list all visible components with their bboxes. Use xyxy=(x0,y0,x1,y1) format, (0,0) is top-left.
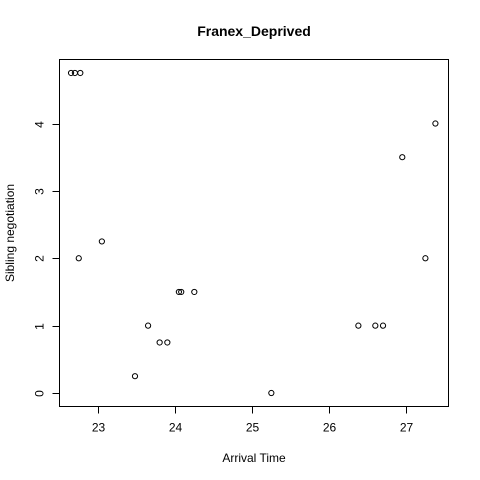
x-tick-label-26: 26 xyxy=(323,421,337,435)
x-axis: 23 24 25 26 27 xyxy=(92,406,414,435)
chart-title: Franex_Deprived xyxy=(197,23,311,39)
data-point-2 xyxy=(71,69,79,77)
x-tick-label-27: 27 xyxy=(400,421,414,435)
data-points xyxy=(67,69,439,397)
data-point-14 xyxy=(355,322,362,329)
y-tick-label-0: 0 xyxy=(33,390,47,397)
data-point-17 xyxy=(399,154,406,161)
data-point-19 xyxy=(432,120,439,127)
plot-frame xyxy=(59,59,449,407)
x-tick-label-25: 25 xyxy=(246,421,260,435)
data-point-11 xyxy=(178,288,185,296)
y-tick-label-1: 1 xyxy=(33,323,47,330)
data-point-12 xyxy=(191,288,198,296)
data-point-18 xyxy=(422,255,429,262)
data-point-16 xyxy=(379,322,387,329)
y-tick-label-2: 2 xyxy=(33,255,47,262)
x-axis-label: Arrival Time xyxy=(222,451,286,465)
data-point-10 xyxy=(175,288,182,296)
y-axis-label: Sibling negotiation xyxy=(3,184,17,282)
data-point-6 xyxy=(131,373,139,380)
x-tick-label-23: 23 xyxy=(92,421,106,435)
data-point-4 xyxy=(75,255,82,262)
x-tick-label-24: 24 xyxy=(169,421,183,435)
y-tick-label-4: 4 xyxy=(33,121,47,128)
data-point-13 xyxy=(268,389,275,397)
data-point-15 xyxy=(372,322,379,329)
data-point-7 xyxy=(144,322,152,329)
data-point-1 xyxy=(67,69,75,77)
data-point-3 xyxy=(77,69,84,77)
data-point-5 xyxy=(98,238,105,245)
data-point-8 xyxy=(156,339,163,346)
y-tick-label-3: 3 xyxy=(33,188,47,195)
data-point-9 xyxy=(164,339,171,346)
y-axis: 0 1 2 3 4 xyxy=(33,121,60,397)
